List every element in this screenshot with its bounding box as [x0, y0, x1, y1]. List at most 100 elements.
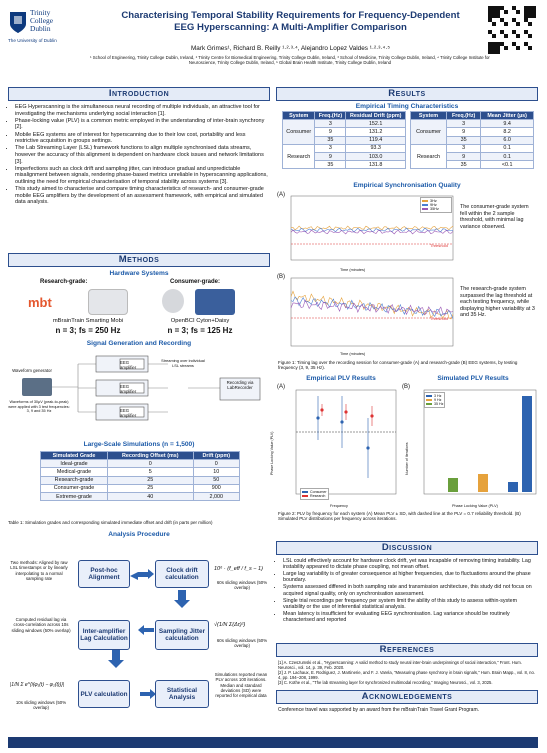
- qr-cell: [500, 6, 504, 10]
- table-row: System Freq.(Hz) Mean Jitter (µs): [410, 110, 534, 121]
- bullet: Single trial recordings per frequency pe…: [283, 598, 538, 611]
- qr-cell: [488, 50, 492, 54]
- qr-cell: [492, 34, 496, 38]
- axis-title: Frequency: [330, 504, 348, 508]
- bullet-list: EEG Hyperscanning is the simultaneous ne…: [8, 104, 270, 206]
- logo-name: Trinity College Dublin: [30, 8, 53, 33]
- reference: [2] J. P. Lachaux, E. Rodriguez, J. Mart…: [278, 670, 535, 680]
- decor-point: [340, 420, 344, 424]
- table-cell: 6.0: [480, 135, 534, 145]
- affiliations: ¹ School of Engineering, Trinity College…: [90, 55, 490, 66]
- column-header: System: [281, 110, 316, 121]
- legend-label: 3 Hz: [434, 394, 442, 398]
- legend-swatch: [302, 491, 308, 494]
- qr-cell: [500, 18, 504, 22]
- qr-cell: [516, 46, 520, 50]
- qr-cell: [492, 14, 496, 18]
- table-cell: 9: [445, 127, 482, 137]
- authors: Mark Grimes¹, Richard B. Reilly ¹·²·³·⁴,…: [190, 45, 391, 52]
- table-cell: 9.4: [480, 119, 534, 129]
- device-image: [195, 289, 235, 315]
- table-cell: 50: [192, 475, 241, 485]
- bullet: Phase-locking value (PLV) is a common me…: [15, 118, 270, 131]
- column-header: Freq.(Hz): [445, 110, 482, 121]
- qr-cell: [496, 50, 500, 54]
- legend: 3Hz 9Hz 35Hz: [420, 197, 452, 213]
- threshold-label: Threshold: [430, 243, 448, 248]
- qr-cell: [524, 30, 528, 34]
- panel-label: (A): [277, 192, 285, 198]
- table-row: Research 3 0.1: [410, 143, 534, 170]
- flow-box: Post-hoc Alignment: [78, 560, 130, 588]
- signal-diagram: [22, 355, 261, 421]
- legend-label: 3Hz: [430, 199, 437, 203]
- table-cell: 35: [314, 135, 347, 145]
- table-cell: Research: [410, 143, 447, 170]
- flow-note: Simulations reported mean PLV across 100…: [214, 672, 268, 699]
- legend-label: Consumer: [310, 490, 327, 494]
- table-row: Medical-grade 5 10: [39, 467, 241, 477]
- table-cell: 35: [445, 160, 482, 170]
- table-cell: 10: [192, 467, 241, 477]
- qr-cell: [516, 10, 520, 14]
- bullet: Imperfections such as clock drift and sa…: [15, 166, 270, 186]
- amp-label: EEG amplifier: [120, 360, 137, 370]
- legend-entry: 3Hz: [422, 199, 450, 203]
- legend: Consumer Research: [300, 488, 329, 500]
- table-row: Consumer 3 9.4: [410, 119, 534, 145]
- table-row: System Freq.(Hz) Residual Drift (ppm): [281, 110, 406, 121]
- subheading: Empirical Synchronisation Quality: [353, 182, 461, 189]
- flow-note: 60s sliding windows (50% overlap): [216, 638, 268, 649]
- table-cell: 2,000: [192, 491, 241, 502]
- table-cell: 119.4: [345, 135, 406, 145]
- qr-cell: [512, 6, 516, 10]
- table-cell: Research-grade: [39, 475, 109, 485]
- decor-bar: [478, 474, 488, 492]
- device-spec: n = 3; fs = 125 Hz: [167, 326, 233, 335]
- qr-cell: [528, 22, 532, 26]
- lag-plot: [290, 277, 454, 347]
- panel-label: (A): [277, 384, 285, 390]
- reference: [3] C. Kothe et al., "The lab streaming …: [278, 680, 493, 685]
- device-image: [162, 289, 184, 313]
- table-cell: 3: [445, 119, 482, 129]
- qr-cell: [528, 6, 532, 10]
- table-cell: Consumer-grade: [39, 483, 109, 493]
- axis-title: Phase Locking Value (PLV): [270, 431, 274, 475]
- figure-caption: Figure 2: PLV by frequency for each syst…: [278, 511, 521, 522]
- bullet: This study aimed to characterise and com…: [15, 186, 270, 206]
- table-cell: 40: [107, 491, 194, 502]
- table-cell: <0.1: [480, 160, 534, 170]
- device-image: [88, 289, 128, 315]
- decor-line: [290, 225, 454, 231]
- table-cell: 131.2: [345, 127, 406, 137]
- column-header: System: [410, 110, 447, 121]
- column-header: Simulated Grade: [39, 450, 109, 461]
- legend-swatch: [422, 208, 428, 210]
- mbt-logo: mbt: [28, 295, 52, 310]
- flow-note: 10s sliding windows (50% overlap): [15, 700, 67, 711]
- table-cell: 3: [314, 119, 347, 129]
- table-cell: 25: [107, 475, 194, 485]
- bullet: Mobile EEG systems are of interest for h…: [15, 132, 270, 145]
- device-name: OpenBCI Cyton+Daisy: [170, 318, 230, 324]
- plv-plot: [295, 389, 397, 495]
- qr-cell: [488, 14, 492, 18]
- legend-entry: 3 Hz: [426, 394, 443, 398]
- table-cell: 900: [192, 483, 241, 493]
- table-cell: 35: [314, 160, 347, 170]
- flow-note: Two methods: Aligned by raw LSL timestam…: [10, 560, 68, 581]
- section-heading: Discussion: [276, 541, 538, 555]
- flow-arrows: [108, 569, 190, 699]
- table-caption: Table 1: Simulation grades and correspon…: [8, 520, 213, 525]
- table-cell: Medical-grade: [39, 467, 109, 477]
- qr-cell: [528, 46, 532, 50]
- table-cell: 0.1: [480, 151, 534, 162]
- table-cell: 5: [107, 467, 194, 477]
- intro-body: EEG Hyperscanning is the simultaneous ne…: [8, 104, 270, 206]
- table-cell: 93.3: [345, 143, 406, 153]
- footer-bar: [8, 737, 538, 748]
- qr-cell: [496, 6, 500, 10]
- decor-line: [290, 229, 454, 235]
- decor-line: [290, 299, 454, 316]
